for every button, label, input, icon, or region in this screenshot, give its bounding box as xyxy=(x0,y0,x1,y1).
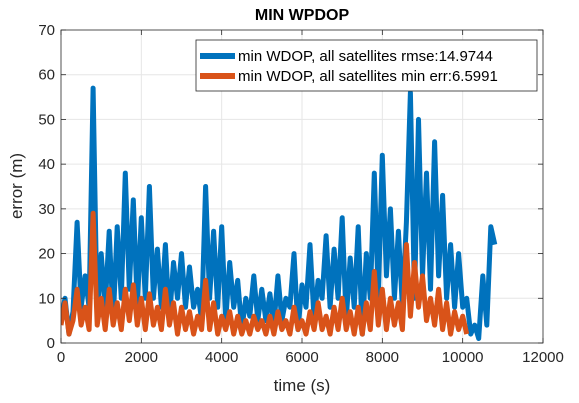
legend: min WDOP, all satellites rmse:14.9744 mi… xyxy=(195,39,538,92)
y-tick-label: 50 xyxy=(38,111,55,128)
y-tick-label: 0 xyxy=(47,335,55,352)
y-tick-label: 40 xyxy=(38,156,55,173)
legend-label-rmse: min WDOP, all satellites rmse:14.9744 xyxy=(238,48,493,65)
legend-label-min-err: min WDOP, all satellites min err:6.5991 xyxy=(238,68,498,85)
x-tick-label: 2000 xyxy=(125,349,158,366)
series-line-min-err xyxy=(61,210,470,337)
y-tick-label: 60 xyxy=(38,67,55,84)
x-axis-label: time (s) xyxy=(274,376,331,395)
y-tick-label: 30 xyxy=(38,201,55,218)
ticks xyxy=(60,29,544,344)
x-tick-label: 4000 xyxy=(205,349,238,366)
x-tick-label: 12000 xyxy=(522,349,564,366)
tick-labels: 0 2000 4000 6000 8000 10000 12000 0 10 20 30 40 50 60… xyxy=(38,22,564,366)
y-tick-label: 10 xyxy=(38,290,55,307)
x-tick-label: 10000 xyxy=(442,349,484,366)
legend-box xyxy=(195,39,538,92)
chart-title: MIN WPDOP xyxy=(255,7,350,24)
series-lines xyxy=(61,85,498,341)
y-tick-label: 70 xyxy=(38,22,55,39)
x-tick-label: 8000 xyxy=(366,349,399,366)
y-tick-label: 20 xyxy=(38,246,55,263)
series-group xyxy=(61,85,498,341)
y-axis-label: error (m) xyxy=(7,153,26,219)
x-tick-label: 6000 xyxy=(285,349,318,366)
x-tick-label: 0 xyxy=(57,349,65,366)
